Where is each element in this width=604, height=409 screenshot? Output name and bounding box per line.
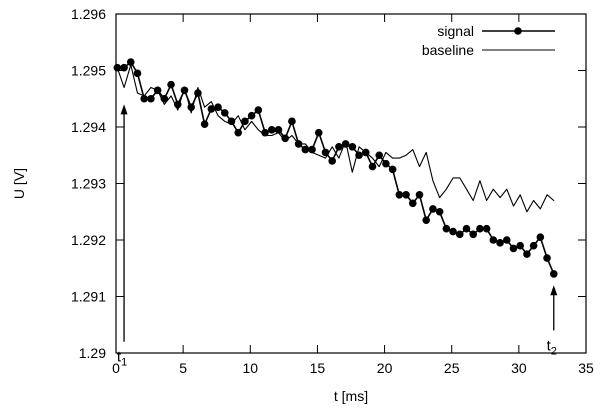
x-tick-label: 15 (310, 360, 326, 376)
signal-point (173, 100, 182, 109)
annotation-arrow-head-2 (550, 285, 558, 296)
signal-point (167, 80, 175, 89)
signal-point (140, 94, 148, 103)
signal-point (247, 111, 256, 120)
signal-point (207, 105, 216, 113)
signal-point (435, 207, 444, 216)
signal-point (254, 106, 263, 114)
signal-point (523, 250, 531, 258)
signal-point (220, 109, 229, 117)
signal-point (194, 89, 202, 97)
signal-point (348, 142, 357, 151)
signal-point (455, 230, 464, 239)
signal-point (321, 148, 330, 157)
signal-point (261, 128, 269, 137)
y-tick-label: 1.296 (71, 6, 106, 22)
signal-point (274, 126, 283, 134)
signal-point (361, 148, 370, 157)
x-tick-label: 30 (511, 360, 527, 376)
signal-point (160, 94, 169, 103)
signal-point (502, 236, 511, 244)
annotation-main-2: t (547, 337, 552, 354)
signal-point (294, 140, 303, 148)
signal-point (395, 191, 404, 199)
x-tick-label: 0 (112, 360, 120, 376)
signal-point (469, 230, 478, 239)
signal-point (402, 191, 410, 199)
signal-point (355, 151, 363, 160)
x-tick-label: 5 (179, 360, 187, 376)
signal-point (482, 224, 491, 233)
signal-point (301, 145, 310, 154)
signal-point (462, 224, 471, 233)
legend: signal baseline (422, 23, 555, 58)
legend-signal-label: signal (437, 23, 474, 39)
signal-point (147, 94, 155, 103)
legend-baseline-label: baseline (422, 42, 474, 58)
signal-point (241, 117, 249, 126)
annotation-main-1: t (117, 349, 122, 366)
signal-point (200, 120, 209, 128)
signal-point (267, 126, 276, 134)
y-tick-label: 1.294 (71, 119, 106, 135)
signal-point (234, 128, 242, 137)
signal-point (288, 117, 296, 126)
legend-signal-marker (514, 27, 522, 35)
signal-point (120, 63, 128, 72)
signal-point (180, 86, 189, 95)
y-tick-label: 1.293 (71, 176, 106, 192)
signal-point (536, 233, 545, 241)
y-tick-label: 1.291 (71, 289, 106, 305)
y-tick-label: 1.29 (79, 345, 106, 361)
signal-point (429, 205, 437, 213)
signal-point (509, 244, 518, 253)
signal-point (113, 63, 122, 72)
signal-point (543, 254, 551, 262)
annotation-label-1: t1 (117, 349, 127, 369)
signal-point (341, 140, 350, 148)
signal-point (415, 191, 424, 199)
signal-point (368, 162, 377, 171)
x-tick-label: 10 (242, 360, 258, 376)
annotation-arrow-head-1 (120, 104, 128, 115)
signal-point (549, 270, 558, 278)
signal-point (187, 103, 195, 112)
annotation-sub-1: 1 (121, 357, 127, 369)
x-tick-label: 35 (578, 360, 594, 376)
signal-point (442, 224, 451, 233)
signal-point (408, 199, 417, 208)
signal-point (489, 236, 498, 244)
signal-point (214, 103, 222, 112)
annotation-label-2: t2 (547, 337, 557, 357)
signal-point (496, 239, 504, 247)
signal-point (227, 117, 236, 126)
annotation-sub-2: 2 (551, 345, 557, 357)
signal-point (449, 227, 457, 236)
y-tick-label: 1.295 (71, 63, 106, 79)
signal-point (133, 69, 142, 78)
signal-point (422, 216, 431, 225)
signal-point (476, 224, 484, 233)
signal-point (388, 165, 397, 174)
y-axis-label: U [V] (11, 168, 27, 199)
signal-point (335, 142, 343, 151)
signal-point (308, 145, 316, 154)
signal-point (516, 241, 524, 250)
signal-point (382, 159, 390, 168)
signal-point (281, 134, 290, 143)
signal-point (153, 86, 162, 95)
x-axis-label: t [ms] (334, 388, 368, 404)
signal-point (529, 241, 538, 250)
signal-point (314, 128, 323, 137)
x-tick-label: 25 (444, 360, 460, 376)
y-tick-label: 1.292 (71, 232, 106, 248)
signal-point (126, 58, 135, 66)
signal-point (375, 151, 384, 160)
signal-point (328, 157, 337, 165)
x-tick-label: 20 (377, 360, 393, 376)
